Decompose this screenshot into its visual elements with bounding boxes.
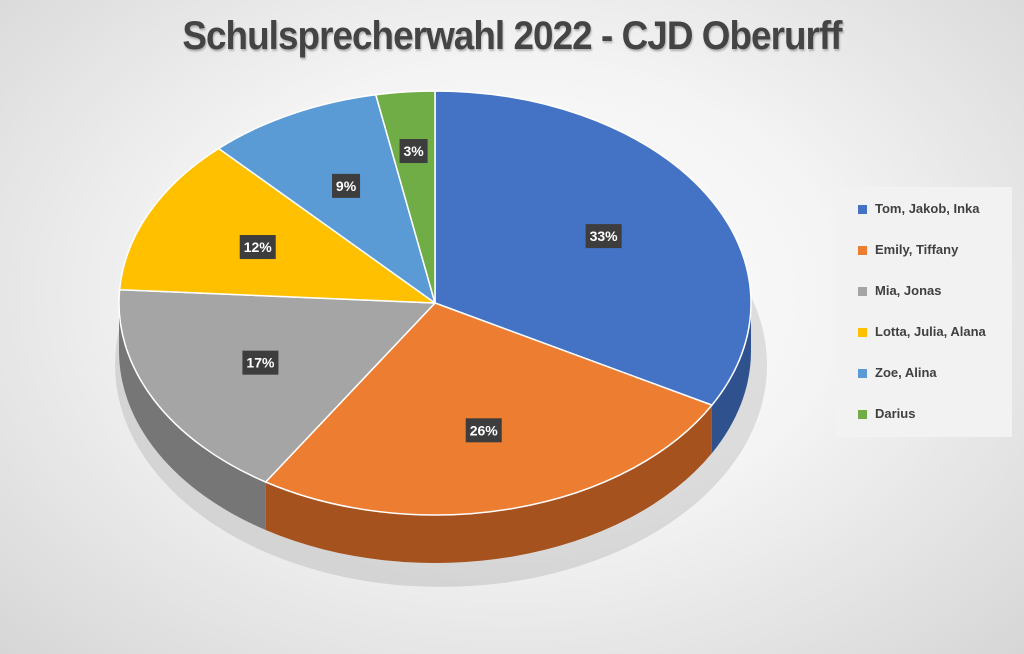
legend-swatch <box>858 410 867 419</box>
legend-item: Emily, Tiffany <box>836 242 1012 283</box>
chart-title: Schulsprecherwahl 2022 - CJD Oberurff <box>182 14 842 58</box>
legend-item: Mia, Jonas <box>836 283 1012 324</box>
data-label-box <box>585 224 622 249</box>
data-label-text: 9% <box>336 178 357 194</box>
legend-label: Darius <box>875 406 916 421</box>
legend-item: Tom, Jakob, Inka <box>836 201 1012 242</box>
legend-label: Tom, Jakob, Inka <box>875 201 980 216</box>
legend-swatch <box>858 287 867 296</box>
data-label-box <box>332 173 361 198</box>
data-label: 26% <box>465 418 502 443</box>
pie-slice <box>118 147 436 304</box>
legend-label: Mia, Jonas <box>875 283 942 298</box>
data-label: 17% <box>242 350 279 375</box>
data-label-text: 12% <box>244 239 273 255</box>
legend-label: Lotta, Julia, Alana <box>875 324 986 339</box>
data-label: 12% <box>239 235 276 260</box>
data-label-text: 3% <box>403 143 424 159</box>
legend-swatch <box>858 205 867 214</box>
legend-swatch <box>858 369 867 378</box>
legend-swatch <box>858 328 867 337</box>
legend-item: Lotta, Julia, Alana <box>836 324 1012 365</box>
data-label-text: 33% <box>590 228 619 244</box>
pie-slice <box>217 94 436 304</box>
data-label: 9% <box>332 173 361 198</box>
pie-slice-side <box>265 405 712 563</box>
data-label-box <box>242 350 279 375</box>
legend-label: Emily, Tiffany <box>875 242 959 257</box>
data-label-box <box>465 418 502 443</box>
legend: Tom, Jakob, Inka Emily, Tiffany Mia, Jon… <box>836 187 1012 437</box>
pie-slice <box>264 302 713 516</box>
data-label-box <box>399 139 428 164</box>
pie-slice <box>118 288 436 483</box>
data-label: 33% <box>585 224 622 249</box>
legend-label: Zoe, Alina <box>875 365 937 380</box>
legend-swatch <box>858 246 867 255</box>
legend-item: Zoe, Alina <box>836 365 1012 406</box>
pie-slice-side <box>119 303 266 530</box>
data-label-text: 26% <box>470 422 499 438</box>
data-label-box <box>239 235 276 260</box>
data-label-text: 17% <box>246 355 275 371</box>
data-label: 3% <box>399 139 428 164</box>
legend-item: Darius <box>836 406 1012 447</box>
